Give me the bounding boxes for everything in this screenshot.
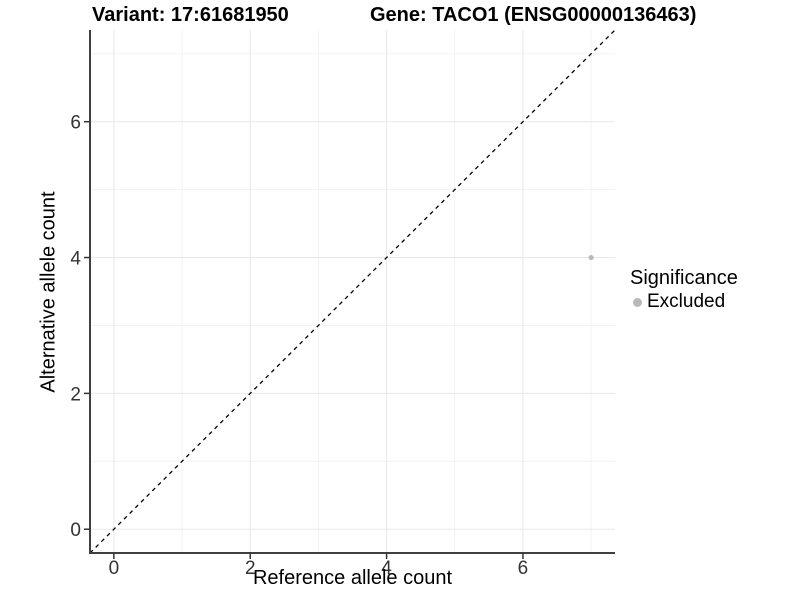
legend-title: Significance <box>630 267 738 289</box>
x-axis-title: Reference allele count <box>252 567 452 589</box>
excluded-point-icon <box>633 297 642 307</box>
plot-title-gene: Gene: TACO1 (ENSG00000136463) <box>370 4 697 26</box>
legend-item-label: Excluded <box>647 291 726 312</box>
y-tick-label: 2 <box>70 384 81 405</box>
x-tick-label: 2 <box>245 558 256 579</box>
x-tick-label: 4 <box>381 558 392 579</box>
y-tick-label: 4 <box>70 249 81 270</box>
legend-item-excluded: Excluded <box>630 291 738 313</box>
plot-title-variant: Variant: 17:61681950 <box>92 4 289 26</box>
x-tick-label: 6 <box>518 558 529 579</box>
identity-line <box>89 29 616 554</box>
x-tick-label: 0 <box>109 558 120 579</box>
legend: Significance Excluded <box>630 267 738 313</box>
data-point <box>588 254 594 261</box>
y-tick-label: 6 <box>70 113 81 134</box>
y-tick-label: 0 <box>70 520 81 541</box>
